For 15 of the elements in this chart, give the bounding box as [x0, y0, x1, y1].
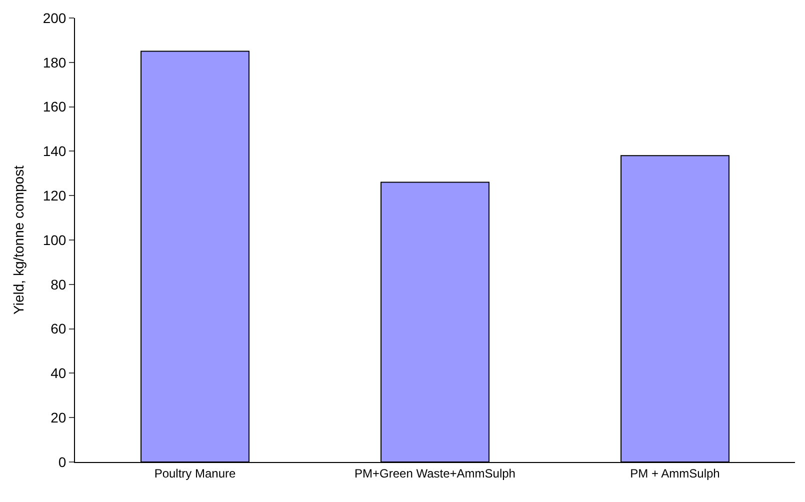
x-tick-label: PM + AmmSulph: [630, 466, 720, 480]
y-tick-label: 0: [58, 454, 66, 470]
y-tick-label: 80: [50, 276, 66, 292]
y-tick-label: 120: [42, 188, 66, 204]
y-tick-label: 40: [50, 365, 66, 382]
y-tick-label: 180: [42, 54, 66, 70]
y-tick-label: 160: [42, 98, 66, 115]
y-tick-label: 60: [50, 320, 66, 337]
y-axis-title: Yield, kg/tonne compost: [10, 165, 26, 314]
y-tick-label: 20: [50, 410, 66, 426]
y-tick-label: 140: [42, 143, 66, 160]
y-tick-label: 100: [42, 232, 66, 248]
y-tick-label: 200: [42, 10, 66, 26]
x-tick-label: PM+Green Waste+AmmSulph: [354, 466, 516, 480]
x-tick-label: Poultry Manure: [154, 466, 236, 480]
